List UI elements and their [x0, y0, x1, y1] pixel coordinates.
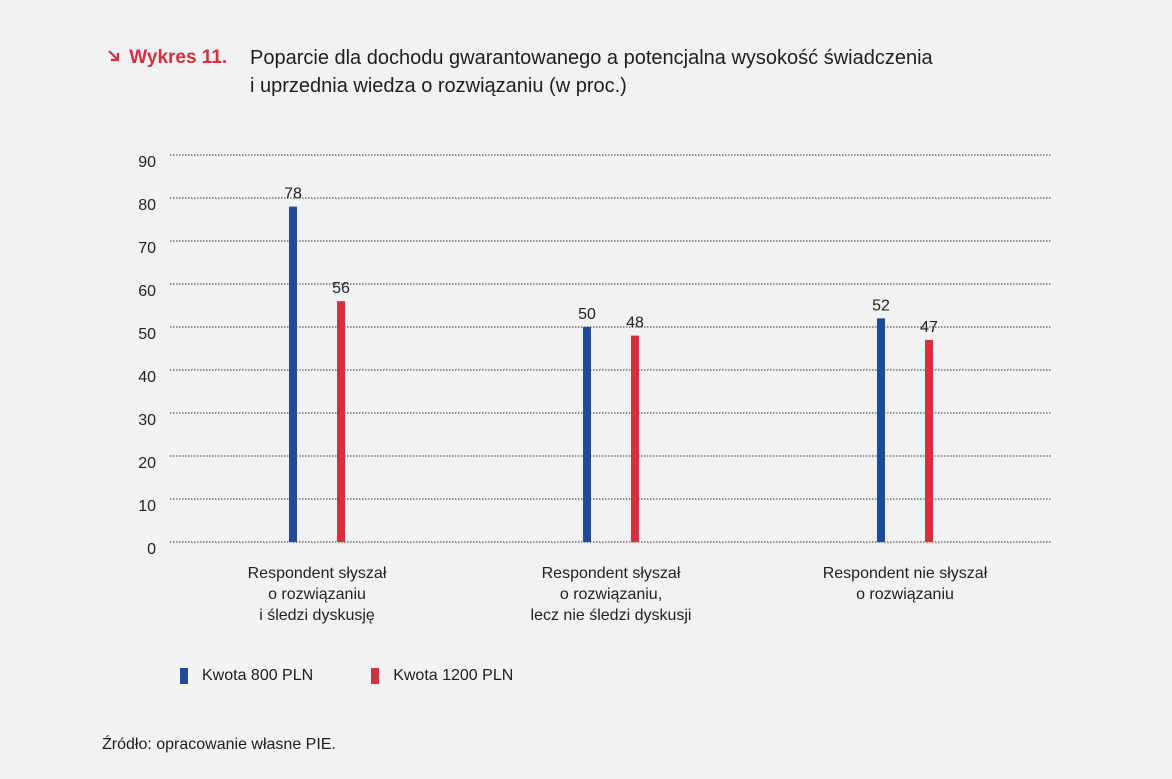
chart-title-line-1: Poparcie dla dochodu gwarantowanego a po…	[250, 47, 933, 69]
data-label: 47	[920, 319, 938, 336]
y-tick-label: 70	[138, 240, 156, 257]
figure-label: Wykres 11.	[106, 44, 250, 72]
legend-label-1200: Kwota 1200 PLN	[393, 667, 514, 684]
bar-1200-group-3	[925, 339, 933, 542]
y-tick-label: 60	[138, 283, 156, 300]
y-tick-label: 0	[147, 541, 156, 558]
chart-title: Poparcie dla dochodu gwarantowanego a po…	[250, 44, 933, 100]
y-tick-label: 50	[138, 326, 156, 343]
category-label: lecz nie śledzi dyskusji	[531, 607, 692, 624]
chart-header: Wykres 11. Poparcie dla dochodu gwaranto…	[106, 44, 933, 100]
legend-swatch-800	[180, 668, 188, 684]
title-row: Wykres 11. Poparcie dla dochodu gwaranto…	[106, 44, 933, 100]
category-label: o rozwiązaniu	[268, 586, 366, 603]
category-label: i śledzi dyskusję	[259, 607, 375, 624]
source-note: Źródło: opracowanie własne PIE.	[102, 736, 336, 753]
y-tick-label: 30	[138, 412, 156, 429]
y-tick-label: 20	[138, 455, 156, 472]
legend-label-800: Kwota 800 PLN	[202, 667, 314, 684]
y-tick-label: 10	[138, 498, 156, 515]
category-label: Respondent słyszał	[542, 565, 681, 582]
data-label: 78	[284, 186, 302, 203]
legend: Kwota 800 PLN Kwota 1200 PLN	[180, 667, 571, 685]
category-label: o rozwiązaniu	[856, 586, 954, 603]
y-tick-label: 40	[138, 369, 156, 386]
bar-1200-group-2	[631, 335, 639, 542]
category-label: Respondent słyszał	[248, 565, 387, 582]
y-tick-label: 80	[138, 197, 156, 214]
data-label: 56	[332, 280, 350, 297]
legend-item-1200: Kwota 1200 PLN	[371, 667, 513, 685]
category-label: Respondent nie słyszał	[823, 565, 988, 582]
bar-800-group-1	[289, 206, 297, 542]
data-label: 50	[578, 306, 596, 323]
y-tick-label: 90	[138, 154, 156, 171]
data-label: 52	[872, 297, 890, 314]
chart-title-line-2: i uprzednia wiedza o rozwiązaniu (w proc…	[250, 75, 627, 97]
bar-800-group-2	[583, 327, 591, 542]
bar-800-group-3	[877, 318, 885, 542]
legend-item-800: Kwota 800 PLN	[180, 667, 313, 685]
bar-chart: 0 10 20 30 40 50 60 70 80 90 78 56 Respondent słysza…	[138, 154, 1052, 624]
arrow-down-right-icon	[108, 50, 120, 62]
legend-swatch-1200	[371, 668, 380, 684]
category-label: o rozwiązaniu,	[560, 586, 662, 603]
bar-1200-group-1	[337, 301, 345, 542]
figure-label-text: Wykres 11.	[129, 47, 228, 68]
data-label: 48	[626, 315, 644, 332]
